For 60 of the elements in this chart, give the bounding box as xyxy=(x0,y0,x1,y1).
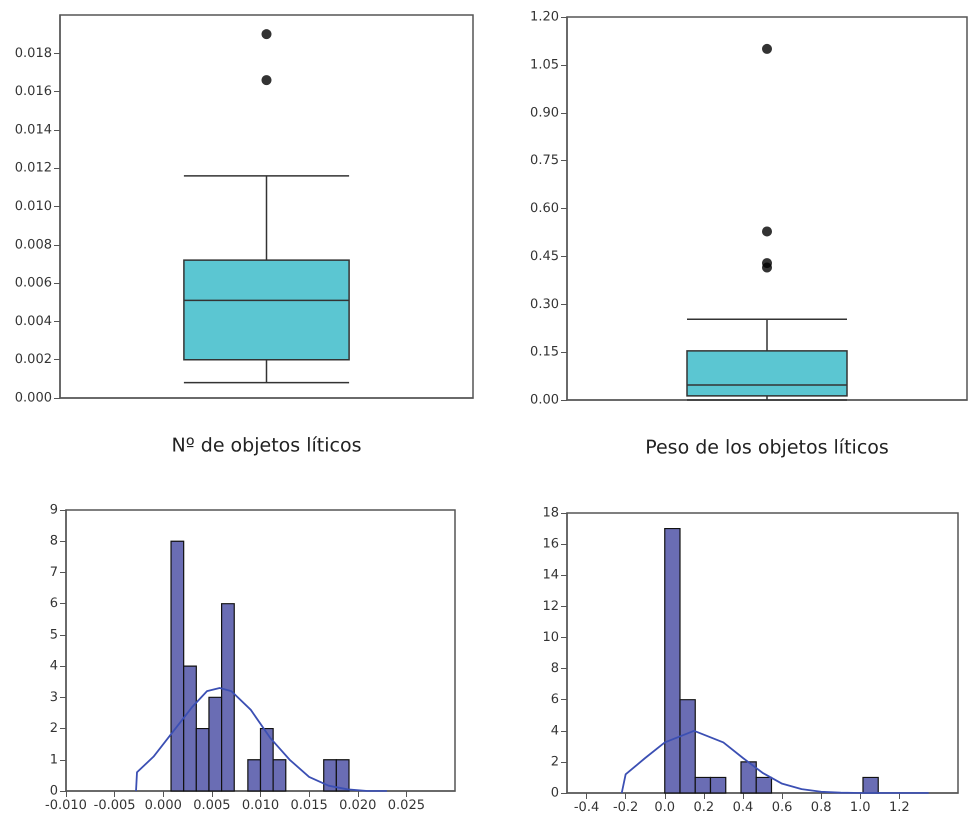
x-tick-label: 0.020 xyxy=(339,798,376,813)
y-tick-label: 2 xyxy=(50,721,58,736)
y-tick-label: 0.00 xyxy=(530,392,559,408)
x-tick-label: 1.0 xyxy=(850,800,871,815)
line-series xyxy=(620,730,930,794)
x-tick-label: 0.8 xyxy=(810,800,832,815)
x-axis-title: Peso de los objetos líticos xyxy=(645,436,889,458)
y-tick-label: 18 xyxy=(542,506,559,520)
y-tick-label: 0.15 xyxy=(530,344,559,360)
x-tick-label: -0.4 xyxy=(574,800,600,815)
y-tick-label: 10 xyxy=(542,630,559,645)
y-tick-label: 0.90 xyxy=(530,105,559,120)
y-tick-label: 0.006 xyxy=(14,276,52,291)
y-tick-label: 2 xyxy=(550,754,559,770)
y-tick-label: 8 xyxy=(550,661,559,676)
x-tick-label: 0.025 xyxy=(388,798,425,813)
y-tick-label: 0.012 xyxy=(14,160,52,176)
y-tick-label: 8 xyxy=(50,534,58,549)
y-tick-label: 14 xyxy=(542,568,559,583)
y-tick-label: 0.004 xyxy=(14,314,52,329)
y-tick-label: 0 xyxy=(550,786,559,800)
y-tick-label: 5 xyxy=(50,627,58,642)
x-tick-label: 0.2 xyxy=(694,800,714,815)
x-tick-label: 0.000 xyxy=(144,798,182,813)
x-tick-label: 0.0 xyxy=(654,800,676,815)
y-tick-label: 0.014 xyxy=(14,122,52,138)
y-tick-label: 6 xyxy=(550,692,559,708)
y-tick-label: 16 xyxy=(542,536,559,552)
y-tick-label: 1.20 xyxy=(530,10,559,24)
x-tick-label: 1.2 xyxy=(889,800,910,815)
y-tick-label: 1 xyxy=(50,752,58,768)
x-tick-label: 0.015 xyxy=(290,798,328,813)
line-series xyxy=(135,687,388,792)
y-tick-label: 9 xyxy=(50,502,58,518)
x-tick-label: 0.6 xyxy=(772,800,792,815)
y-tick-label: 0 xyxy=(50,784,58,798)
x-tick-label: -0.2 xyxy=(612,800,638,815)
x-tick-label: 0.005 xyxy=(193,798,230,813)
y-tick-label: 0.60 xyxy=(530,201,559,216)
y-tick-label: 0.010 xyxy=(14,199,52,214)
x-axis-title: Nº de objetos líticos xyxy=(172,434,362,456)
y-tick-label: 0.018 xyxy=(14,46,52,61)
y-tick-label: 4 xyxy=(550,723,559,738)
y-tick-label: 0.000 xyxy=(14,390,52,406)
y-tick-label: 7 xyxy=(50,564,58,580)
y-tick-label: 4 xyxy=(50,658,58,674)
x-tick-label: 0.4 xyxy=(732,800,754,815)
y-tick-label: 3 xyxy=(50,690,58,705)
x-tick-label: 0.010 xyxy=(242,798,280,813)
y-tick-label: 0.45 xyxy=(530,248,559,264)
y-tick-label: 0.016 xyxy=(14,84,52,100)
x-tick-label: -0.010 xyxy=(45,798,87,813)
y-tick-label: 6 xyxy=(50,596,58,612)
y-tick-label: 0.30 xyxy=(530,296,559,312)
y-tick-label: 0.75 xyxy=(530,153,559,168)
y-tick-label: 0.008 xyxy=(14,237,52,252)
y-tick-label: 0.002 xyxy=(14,352,52,368)
x-tick-label: -0.005 xyxy=(94,798,136,813)
y-tick-label: 1.05 xyxy=(530,57,559,72)
y-tick-label: 12 xyxy=(542,598,559,614)
